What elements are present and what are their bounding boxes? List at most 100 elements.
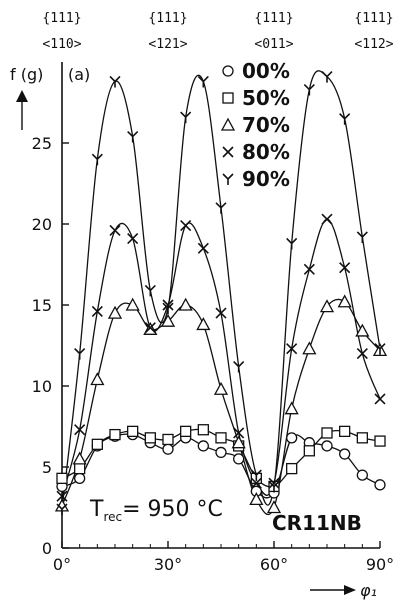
data-point-90pct <box>162 302 174 315</box>
data-point-70pct <box>178 297 193 311</box>
data-point-00pct <box>286 432 298 444</box>
data-point-50pct <box>74 462 86 475</box>
data-point-00pct <box>321 440 333 452</box>
data-point-80pct <box>303 263 315 275</box>
data-point-90pct <box>356 231 368 243</box>
legend-marker-90pct <box>222 173 234 185</box>
data-point-80pct <box>180 220 192 232</box>
data-point-80pct <box>268 477 280 489</box>
y-tick-label: 0 <box>42 539 52 558</box>
data-point-90pct <box>144 284 156 297</box>
data-point-80pct <box>127 233 139 245</box>
data-point-80pct <box>144 322 156 334</box>
data-point-90pct <box>127 130 139 143</box>
data-point-00pct <box>374 479 386 491</box>
data-point-70pct <box>355 323 370 337</box>
data-point-70pct <box>196 317 211 331</box>
y-axis-arrowhead <box>16 90 28 102</box>
y-tick-label: 25 <box>32 134 52 153</box>
y-tick-label: 10 <box>32 377 52 396</box>
data-point-00pct <box>162 443 174 455</box>
x-tick-label: 30° <box>154 555 182 574</box>
data-point-50pct <box>144 432 156 444</box>
data-point-90pct <box>321 71 333 83</box>
data-point-70pct <box>107 305 123 319</box>
data-point-70pct <box>72 451 87 465</box>
series-line-00pct <box>61 433 381 499</box>
legend-marker-70pct <box>220 117 236 131</box>
data-point-90pct <box>109 75 121 88</box>
legend-marker-80pct <box>222 146 234 158</box>
data-point-70pct <box>337 294 352 308</box>
data-point-70pct <box>125 297 140 311</box>
data-point-90pct <box>286 237 298 250</box>
legend-label-00pct: 00% <box>242 59 290 83</box>
orientation-plane-label: {111} <box>148 11 187 26</box>
data-point-90pct <box>91 153 103 166</box>
data-point-70pct <box>213 381 229 395</box>
data-point-80pct <box>215 307 227 319</box>
data-point-50pct <box>162 433 174 446</box>
data-point-80pct <box>374 393 386 405</box>
orientation-plane-label: {111} <box>42 11 81 26</box>
y-tick-label: 5 <box>42 458 52 477</box>
data-point-50pct <box>303 445 315 457</box>
data-point-90pct <box>197 75 209 88</box>
data-point-90pct <box>233 360 245 373</box>
x-axis-arrowhead <box>344 585 356 595</box>
x-tick-label: 90° <box>366 555 394 574</box>
data-point-50pct <box>56 472 68 484</box>
legend-label-50pct: 50% <box>242 86 290 110</box>
x-tick-label: 60° <box>260 555 288 574</box>
data-point-80pct <box>109 224 121 237</box>
data-point-70pct <box>266 500 282 514</box>
data-point-70pct <box>160 313 176 327</box>
y-tick-label: 20 <box>32 215 52 234</box>
data-point-50pct <box>180 425 192 438</box>
data-point-80pct <box>356 348 368 360</box>
data-point-80pct <box>91 305 103 318</box>
data-point-90pct <box>250 469 262 482</box>
data-point-80pct <box>233 427 245 439</box>
orientation-plane-label: {111} <box>254 11 293 26</box>
legend-label-90pct: 90% <box>242 167 290 191</box>
data-point-00pct <box>356 469 368 481</box>
orientation-plane-label: {111} <box>354 11 393 26</box>
data-point-90pct <box>268 480 280 493</box>
data-point-80pct <box>74 424 86 436</box>
legend-label-80pct: 80% <box>242 140 290 164</box>
data-point-90pct <box>56 503 68 516</box>
legend-label-70pct: 70% <box>242 113 290 137</box>
data-point-90pct <box>339 113 351 125</box>
data-point-90pct <box>215 202 227 214</box>
data-point-80pct <box>321 213 333 225</box>
data-point-50pct <box>91 438 103 450</box>
data-point-80pct <box>250 477 262 489</box>
temperature-annotation: Trec= 950 °C <box>89 497 223 524</box>
data-point-00pct <box>74 472 86 484</box>
data-point-90pct <box>180 111 192 124</box>
data-point-50pct <box>321 427 333 439</box>
data-point-70pct <box>249 492 264 506</box>
data-point-50pct <box>109 428 121 441</box>
data-point-90pct <box>374 343 386 355</box>
data-point-00pct <box>215 446 227 459</box>
data-point-00pct <box>197 440 209 452</box>
y-axis-label: f (g) <box>10 65 43 84</box>
data-point-50pct <box>374 435 386 447</box>
sample-annotation: CR11NB <box>272 511 362 535</box>
x-tick-label: 0° <box>53 555 71 574</box>
data-point-80pct <box>56 490 68 502</box>
data-point-70pct <box>319 299 335 313</box>
data-point-80pct <box>197 242 209 254</box>
orientation-direction-label: <110> <box>42 37 81 52</box>
orientation-direction-label: <121> <box>148 37 187 52</box>
orientation-direction-label: <011> <box>254 37 293 52</box>
data-point-50pct <box>215 432 227 444</box>
data-point-80pct <box>339 262 351 274</box>
data-point-90pct <box>303 83 315 96</box>
data-point-50pct <box>286 462 298 475</box>
data-point-50pct <box>356 432 368 444</box>
data-point-00pct <box>339 448 351 460</box>
